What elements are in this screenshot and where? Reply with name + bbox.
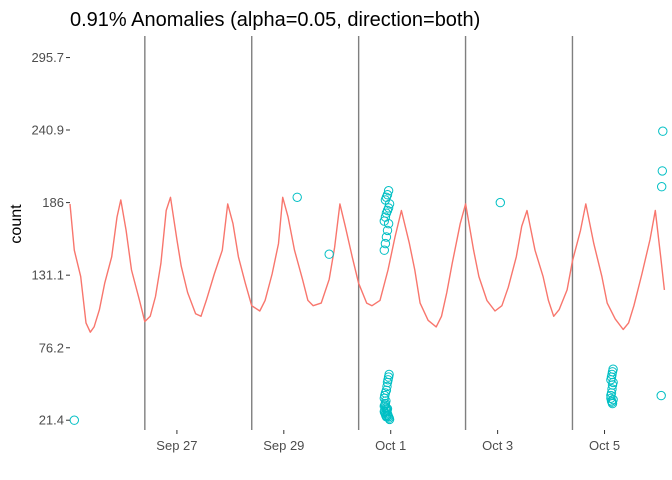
y-tick-label-5: 295.7 [31,50,64,65]
anomaly-layer [69,126,668,425]
anomaly-point-63 [657,182,667,192]
anomaly-point-44 [382,190,393,200]
anomaly-point-60 [607,398,618,409]
y-axis: 21.4 76.2 131.1 186 240.9 295.7 [31,50,70,428]
anomaly-point-45 [383,186,394,196]
x-tick-label-2: Oct 1 [375,438,406,453]
anomaly-point-24 [381,396,391,406]
y-tick-label-1: 76.2 [39,340,64,355]
x-tick-label-1: Sep 29 [263,438,304,453]
anomaly-point-62 [656,390,666,401]
x-axis: Sep 27 Sep 29 Oct 1 Oct 3 Oct 5 [156,430,620,453]
anomaly-point-20 [384,414,395,425]
anomaly-point-0 [69,415,80,425]
y-tick-label-0: 21.4 [39,413,64,428]
series-layer [69,196,666,333]
anomaly-point-49 [607,384,617,394]
anomaly-point-40 [383,203,394,213]
y-tick-label-2: 131.1 [31,268,64,283]
anomaly-point-65 [658,126,668,136]
anomaly-point-46 [495,197,505,208]
x-tick-label-4: Oct 5 [589,438,620,453]
anomaly-point-1 [292,192,302,203]
anomaly-point-61 [608,394,618,405]
anomaly-point-56 [608,364,618,374]
y-tick-label-4: 240.9 [31,123,64,138]
anomaly-point-37 [380,212,391,222]
vertical-reference-lines [144,36,574,430]
anomaly-point-31 [379,245,389,255]
anomaly-point-32 [380,238,391,249]
anomaly-point-26 [382,381,392,392]
anomaly-point-30 [384,369,394,380]
anomaly-point-34 [382,225,393,236]
y-tick-label-3: 186 [42,195,64,210]
x-tick-label-3: Oct 3 [482,438,513,453]
anomaly-point-64 [657,166,667,176]
y-axis-label: count [8,204,25,244]
series-line-0 [69,196,666,333]
x-tick-label-0: Sep 27 [156,438,197,453]
anomaly-point-2 [324,249,334,259]
anomaly-point-33 [381,232,392,242]
chart-title: 0.91% Anomalies (alpha=0.05, direction=b… [70,9,480,31]
